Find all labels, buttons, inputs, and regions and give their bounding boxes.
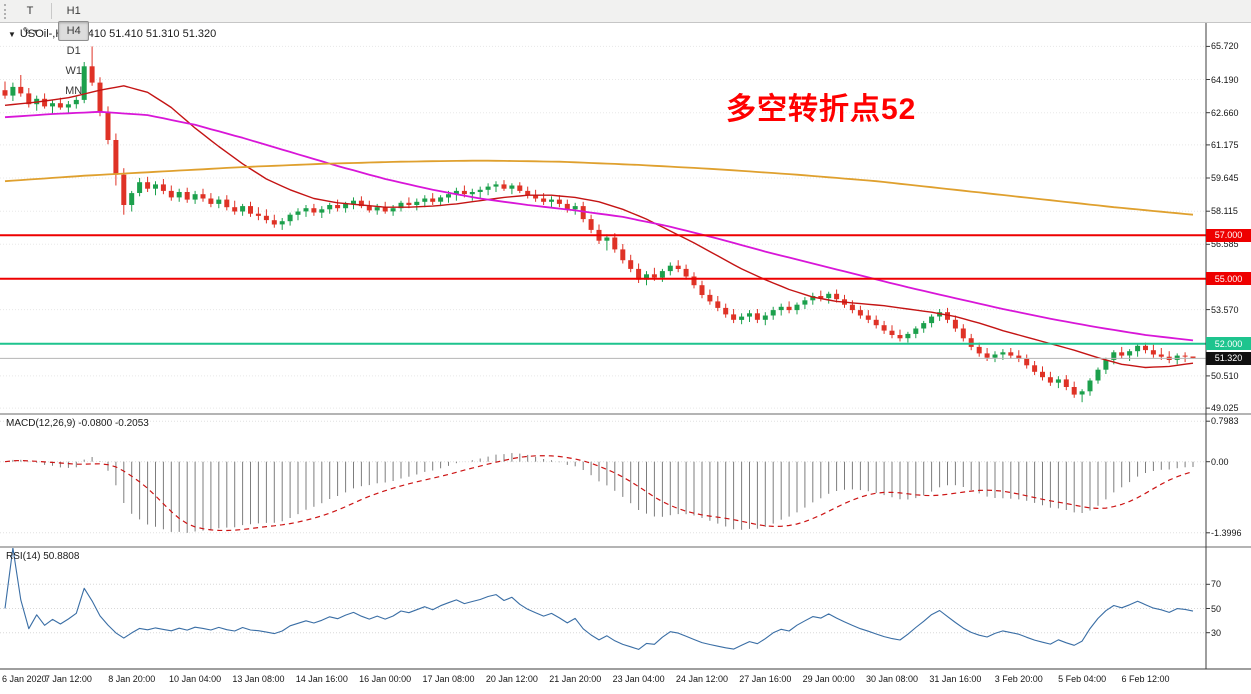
price-axis-label: 49.025 — [1211, 403, 1239, 414]
collapse-icon[interactable]: ▼ — [8, 29, 16, 39]
tool-button-draw[interactable]: ✎ ▾ — [22, 25, 38, 38]
time-axis-label: 29 Jan 00:00 — [802, 674, 855, 684]
time-axis-label: 6 Jan 2020 — [2, 674, 47, 684]
macd-axis-label: -1.3996 — [1211, 527, 1242, 538]
time-axis-label: 10 Jan 04:00 — [169, 674, 222, 684]
annotation-text[interactable]: 多空转折点52 — [726, 93, 917, 126]
price-axis-label: 53.570 — [1211, 304, 1239, 315]
toolbar-separator — [51, 3, 52, 19]
timeframe-button-h1[interactable]: H1 — [66, 5, 81, 17]
macd-axis-label: 0.7983 — [1211, 416, 1239, 427]
time-axis-label: 7 Jan 12:00 — [44, 674, 92, 684]
chart-quote-text: USOil-,H4 51.410 51.410 51.310 51.320 — [19, 28, 217, 40]
price-axis-label: 56.585 — [1211, 239, 1239, 250]
price-axis-label: 50.510 — [1211, 370, 1239, 381]
time-axis-label: 27 Jan 16:00 — [739, 674, 792, 684]
top-toolbar: AT✎▾ M1M5M15M30H1H4D1W1MN — [0, 0, 1251, 97]
price-axis-label: 64.190 — [1211, 74, 1239, 85]
price-axis-label: 58.115 — [1211, 206, 1238, 217]
toolbar-drag-handle[interactable] — [4, 3, 10, 19]
chevron-down-icon: ▾ — [33, 26, 38, 36]
time-axis-label: 5 Feb 04:00 — [1058, 674, 1107, 684]
price-level-tag-52.000: 52.000 — [1206, 337, 1251, 351]
rsi-axis-label: 30 — [1211, 627, 1222, 638]
tool-button-text[interactable]: T — [26, 5, 34, 17]
price-axis-label: 61.175 — [1211, 139, 1239, 150]
price-axis-label: 62.660 — [1211, 107, 1239, 118]
time-axis-label: 3 Feb 20:00 — [994, 674, 1043, 684]
price-axis-label: 65.720 — [1211, 41, 1239, 52]
time-axis-label: 24 Jan 12:00 — [675, 674, 728, 684]
rsi-axis-label: 50 — [1211, 603, 1222, 614]
rsi-indicator-label: RSI(14) 50.8808 — [6, 551, 80, 562]
time-axis-label: 23 Jan 04:00 — [612, 674, 665, 684]
price-level-tag-57.000: 57.000 — [1206, 228, 1251, 242]
time-axis-label: 30 Jan 08:00 — [866, 674, 919, 684]
time-axis-label: 6 Feb 12:00 — [1121, 674, 1170, 684]
time-axis-label: 14 Jan 16:00 — [295, 674, 348, 684]
price-level-tag-51.320: 51.320 — [1206, 351, 1251, 365]
time-axis-label: 8 Jan 20:00 — [108, 674, 156, 684]
timeframe-button-w1[interactable]: W1 — [65, 65, 82, 77]
time-axis-label: 20 Jan 12:00 — [485, 674, 538, 684]
timeframe-button-mn[interactable]: MN — [65, 85, 83, 97]
time-axis-label: 16 Jan 00:00 — [359, 674, 412, 684]
rsi-axis-label: 70 — [1211, 579, 1222, 590]
timeframe-button-h4[interactable]: H4 — [58, 21, 90, 41]
price-level-tag-55.000: 55.000 — [1206, 272, 1251, 286]
macd-axis-label: 0.00 — [1211, 456, 1229, 467]
time-axis-label: 21 Jan 20:00 — [549, 674, 602, 684]
time-axis-label: 31 Jan 16:00 — [929, 674, 982, 684]
time-axis-label: 17 Jan 08:00 — [422, 674, 475, 684]
time-axis-label: 13 Jan 08:00 — [232, 674, 285, 684]
macd-indicator-label: MACD(12,26,9) -0.0800 -0.2053 — [6, 418, 149, 429]
timeframe-button-d1[interactable]: D1 — [66, 45, 81, 57]
price-axis-label: 59.645 — [1211, 173, 1239, 184]
